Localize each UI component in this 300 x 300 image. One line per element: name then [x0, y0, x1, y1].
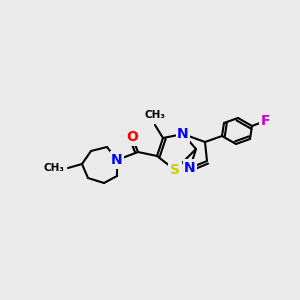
- Text: O: O: [126, 130, 138, 144]
- Text: CH₃: CH₃: [43, 163, 64, 173]
- Text: N: N: [177, 127, 189, 141]
- Text: F: F: [260, 114, 270, 128]
- Text: CH₃: CH₃: [145, 110, 166, 120]
- Text: N: N: [111, 153, 123, 167]
- Text: S: S: [170, 163, 180, 177]
- Text: N: N: [184, 161, 196, 175]
